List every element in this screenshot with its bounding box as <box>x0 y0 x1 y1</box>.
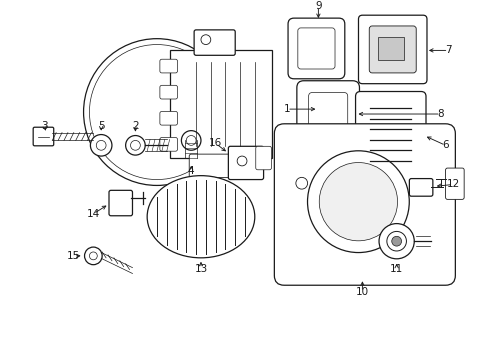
Circle shape <box>84 39 230 185</box>
Circle shape <box>387 231 406 251</box>
Circle shape <box>130 140 140 150</box>
Text: 8: 8 <box>438 109 444 119</box>
Text: 6: 6 <box>442 140 449 150</box>
Circle shape <box>296 177 308 189</box>
Text: 3: 3 <box>41 121 48 131</box>
Circle shape <box>319 163 397 241</box>
Text: 15: 15 <box>67 251 80 261</box>
Text: 16: 16 <box>209 138 222 148</box>
Text: 1: 1 <box>284 104 291 114</box>
Circle shape <box>125 135 145 155</box>
FancyBboxPatch shape <box>369 26 416 73</box>
FancyBboxPatch shape <box>298 28 335 69</box>
Circle shape <box>90 45 224 180</box>
Text: 12: 12 <box>447 179 460 189</box>
Circle shape <box>186 135 196 145</box>
Circle shape <box>90 252 97 260</box>
Text: 7: 7 <box>445 45 452 55</box>
FancyBboxPatch shape <box>309 93 348 143</box>
Bar <box>170 50 272 158</box>
FancyBboxPatch shape <box>297 81 360 155</box>
FancyBboxPatch shape <box>445 168 464 199</box>
FancyBboxPatch shape <box>356 91 426 177</box>
Text: 10: 10 <box>356 287 369 297</box>
FancyBboxPatch shape <box>160 85 177 99</box>
Circle shape <box>379 224 414 259</box>
FancyBboxPatch shape <box>256 146 271 170</box>
FancyBboxPatch shape <box>160 59 177 73</box>
FancyBboxPatch shape <box>160 111 177 125</box>
Circle shape <box>392 236 401 246</box>
Circle shape <box>96 140 106 150</box>
FancyBboxPatch shape <box>33 127 54 146</box>
Text: 9: 9 <box>315 1 322 12</box>
Text: 2: 2 <box>132 121 139 131</box>
FancyBboxPatch shape <box>194 30 235 55</box>
FancyBboxPatch shape <box>109 190 132 216</box>
Text: 13: 13 <box>195 264 208 274</box>
Circle shape <box>308 151 409 253</box>
Circle shape <box>201 35 211 45</box>
Ellipse shape <box>147 176 255 258</box>
Circle shape <box>91 135 112 156</box>
FancyBboxPatch shape <box>409 179 433 196</box>
Text: 4: 4 <box>188 166 195 176</box>
FancyBboxPatch shape <box>288 18 345 79</box>
Text: 11: 11 <box>390 264 403 274</box>
Bar <box>378 37 404 60</box>
FancyBboxPatch shape <box>189 154 262 177</box>
FancyBboxPatch shape <box>160 138 177 151</box>
Circle shape <box>85 247 102 265</box>
Circle shape <box>181 131 201 150</box>
FancyBboxPatch shape <box>359 15 427 84</box>
Circle shape <box>237 156 247 166</box>
FancyBboxPatch shape <box>274 124 455 285</box>
Text: 14: 14 <box>87 209 100 219</box>
FancyBboxPatch shape <box>228 146 264 180</box>
Text: 5: 5 <box>98 121 104 131</box>
